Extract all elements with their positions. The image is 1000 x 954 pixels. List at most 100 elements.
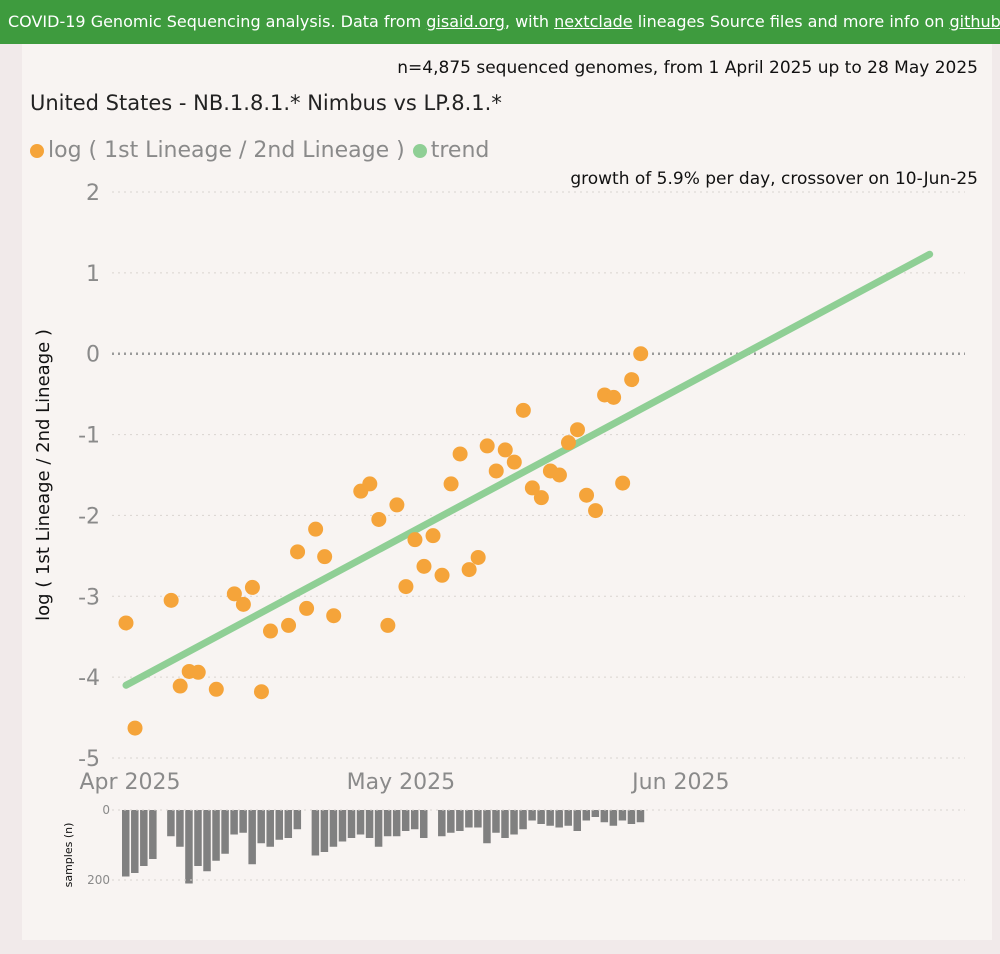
sample-bar[interactable] <box>410 810 419 830</box>
data-point[interactable] <box>190 664 206 680</box>
sample-bar[interactable] <box>167 810 175 837</box>
sample-bar[interactable] <box>230 810 238 835</box>
data-point[interactable] <box>299 600 315 616</box>
sample-bar[interactable] <box>221 810 229 854</box>
sample-bar[interactable] <box>185 810 193 884</box>
data-point[interactable] <box>371 511 387 527</box>
legend-item-trend[interactable]: trend <box>412 138 489 163</box>
sample-bar[interactable] <box>293 810 302 830</box>
data-point[interactable] <box>317 549 333 565</box>
data-point[interactable] <box>290 544 306 560</box>
data-point[interactable] <box>407 532 423 548</box>
data-point[interactable] <box>416 558 432 574</box>
sample-bar[interactable] <box>347 810 356 838</box>
sample-bar[interactable] <box>483 810 491 844</box>
data-point[interactable] <box>560 435 576 451</box>
data-point[interactable] <box>235 596 251 612</box>
data-point[interactable] <box>362 476 378 492</box>
data-point[interactable] <box>488 463 504 479</box>
sample-bar[interactable] <box>564 810 572 826</box>
data-point[interactable] <box>615 475 631 491</box>
sample-bar[interactable] <box>257 810 265 844</box>
data-point[interactable] <box>163 592 179 608</box>
data-point[interactable] <box>308 521 324 537</box>
data-point[interactable] <box>389 497 405 513</box>
data-point[interactable] <box>434 567 450 583</box>
sample-bar[interactable] <box>510 810 518 835</box>
data-point[interactable] <box>579 487 595 503</box>
sample-bar[interactable] <box>618 810 627 821</box>
sample-bar[interactable] <box>392 810 401 837</box>
data-point[interactable] <box>633 346 649 362</box>
sample-bar[interactable] <box>266 810 274 847</box>
sample-bar[interactable] <box>582 810 591 821</box>
data-point[interactable] <box>524 480 540 496</box>
sample-bar[interactable] <box>447 810 455 833</box>
sample-bar[interactable] <box>140 810 148 866</box>
gisaid-link[interactable]: gisaid.org <box>426 12 505 31</box>
sample-bar[interactable] <box>419 810 428 838</box>
sample-bar[interactable] <box>609 810 618 826</box>
data-point[interactable] <box>461 562 477 578</box>
sample-bar[interactable] <box>329 810 338 847</box>
sample-bar[interactable] <box>438 810 446 837</box>
sample-bar[interactable] <box>248 810 256 865</box>
sample-bar[interactable] <box>528 810 536 821</box>
sample-bar[interactable] <box>338 810 347 842</box>
data-point[interactable] <box>281 617 297 633</box>
data-point[interactable] <box>326 608 342 624</box>
data-point[interactable] <box>262 623 278 639</box>
sample-bar[interactable] <box>456 810 464 831</box>
sample-bar[interactable] <box>627 810 636 824</box>
sample-bar[interactable] <box>176 810 184 847</box>
data-point[interactable] <box>226 586 242 602</box>
data-point[interactable] <box>127 720 143 736</box>
data-point[interactable] <box>253 684 269 700</box>
sample-bar[interactable] <box>555 810 563 828</box>
sample-bar[interactable] <box>203 810 211 872</box>
data-point[interactable] <box>624 372 640 388</box>
data-point[interactable] <box>588 503 604 519</box>
sample-bar[interactable] <box>194 810 202 866</box>
sample-bar[interactable] <box>600 810 609 823</box>
data-point[interactable] <box>452 446 468 462</box>
sample-bar[interactable] <box>365 810 374 838</box>
sample-bar[interactable] <box>465 810 473 828</box>
sample-bar[interactable] <box>320 810 329 852</box>
data-point[interactable] <box>208 681 224 697</box>
data-point[interactable] <box>497 442 513 458</box>
github-link[interactable]: github <box>949 12 1000 31</box>
data-point[interactable] <box>506 454 522 470</box>
sample-bar[interactable] <box>149 810 157 859</box>
data-point[interactable] <box>533 490 549 506</box>
data-point[interactable] <box>443 476 459 492</box>
data-point[interactable] <box>606 389 622 405</box>
sample-bar[interactable] <box>356 810 365 835</box>
data-point[interactable] <box>172 678 188 694</box>
data-point[interactable] <box>380 617 396 633</box>
sample-bar[interactable] <box>275 810 284 840</box>
nextclade-link[interactable]: nextclade <box>554 12 633 31</box>
sample-bar[interactable] <box>122 810 130 877</box>
sample-bar[interactable] <box>573 810 582 831</box>
data-point[interactable] <box>551 467 567 483</box>
data-point[interactable] <box>398 579 414 595</box>
sample-bar[interactable] <box>519 810 527 830</box>
data-point[interactable] <box>470 549 486 565</box>
sample-bar[interactable] <box>131 810 139 873</box>
sample-bar[interactable] <box>212 810 220 861</box>
data-point[interactable] <box>425 528 441 544</box>
sample-bar[interactable] <box>239 810 247 833</box>
data-point[interactable] <box>515 402 531 418</box>
legend-item-ratio[interactable]: log ( 1st Lineage / 2nd Lineage ) <box>30 138 405 163</box>
sample-bar[interactable] <box>284 810 293 838</box>
data-point[interactable] <box>479 438 495 454</box>
sample-bar[interactable] <box>401 810 410 831</box>
data-point[interactable] <box>570 422 585 438</box>
sample-bar[interactable] <box>311 810 320 856</box>
sample-bar[interactable] <box>374 810 383 847</box>
sample-bar[interactable] <box>501 810 509 838</box>
data-point[interactable] <box>244 579 260 595</box>
sample-bar[interactable] <box>474 810 482 828</box>
sample-bar[interactable] <box>537 810 545 824</box>
